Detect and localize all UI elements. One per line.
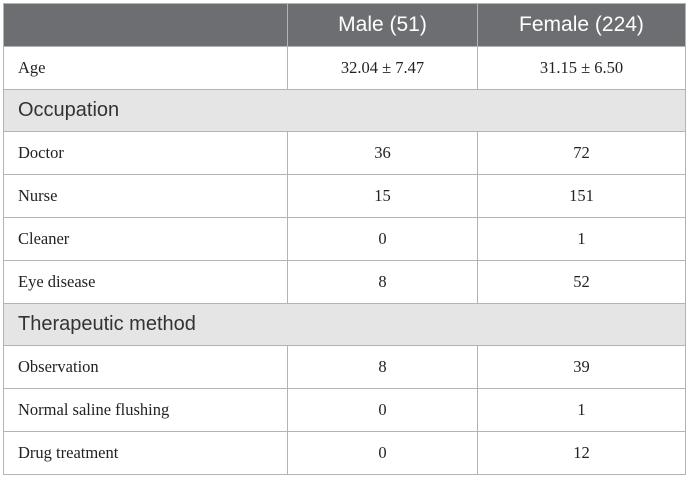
female-value: 1 <box>477 217 686 261</box>
table-row: Observation 8 39 <box>3 345 686 389</box>
table-row: Nurse 15 151 <box>3 174 686 218</box>
male-value: 0 <box>287 431 478 475</box>
table-row: Doctor 36 72 <box>3 131 686 175</box>
female-value: 52 <box>477 260 686 304</box>
table-row: Eye disease 8 52 <box>3 260 686 304</box>
row-label: Cleaner <box>3 217 288 261</box>
section-header-occupation: Occupation <box>3 89 686 132</box>
male-value: 15 <box>287 174 478 218</box>
section-title: Occupation <box>3 89 686 132</box>
row-label: Age <box>3 46 288 90</box>
female-value: 1 <box>477 388 686 432</box>
row-label: Observation <box>3 345 288 389</box>
male-value: 36 <box>287 131 478 175</box>
male-value: 0 <box>287 217 478 261</box>
row-label: Drug treatment <box>3 431 288 475</box>
female-value: 39 <box>477 345 686 389</box>
male-value: 32.04 ± 7.47 <box>287 46 478 90</box>
section-title: Therapeutic method <box>3 303 686 346</box>
row-label: Nurse <box>3 174 288 218</box>
female-value: 72 <box>477 131 686 175</box>
male-value: 8 <box>287 260 478 304</box>
row-label: Normal saline flushing <box>3 388 288 432</box>
demographics-table: Male (51) Female (224) Age 32.04 ± 7.47 … <box>3 3 686 475</box>
row-label: Eye disease <box>3 260 288 304</box>
section-header-therapeutic-method: Therapeutic method <box>3 303 686 346</box>
male-value: 0 <box>287 388 478 432</box>
table-row: Drug treatment 0 12 <box>3 431 686 475</box>
header-row: Male (51) Female (224) <box>3 3 686 47</box>
table-row-age: Age 32.04 ± 7.47 31.15 ± 6.50 <box>3 46 686 90</box>
header-cell-male: Male (51) <box>287 3 478 47</box>
female-value: 151 <box>477 174 686 218</box>
header-cell-empty <box>3 3 288 47</box>
table-row: Cleaner 0 1 <box>3 217 686 261</box>
female-value: 31.15 ± 6.50 <box>477 46 686 90</box>
male-value: 8 <box>287 345 478 389</box>
table-row: Normal saline flushing 0 1 <box>3 388 686 432</box>
header-cell-female: Female (224) <box>477 3 686 47</box>
row-label: Doctor <box>3 131 288 175</box>
female-value: 12 <box>477 431 686 475</box>
